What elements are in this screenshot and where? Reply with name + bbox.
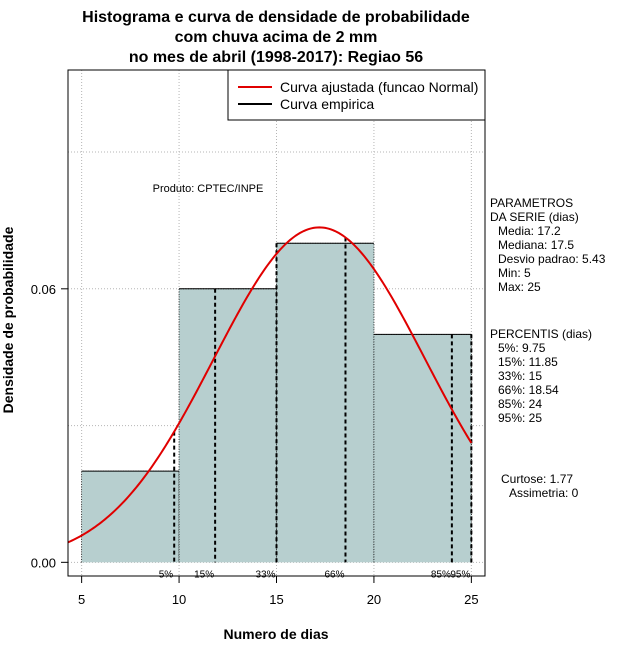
normal-curve [67,226,473,544]
percentile-label-3: 33% [255,569,275,580]
histogram-bars [81,242,472,563]
y-axis-title: Densidade de probabilidade [0,226,16,413]
axes: 5 10 15 20 25 0.00 0.06 [31,282,479,607]
parameter-stddev: Desvio padrao: 5.43 [498,252,606,266]
percentile-33: 33%: 15 [498,369,542,383]
percentile-lines: 5% 15% 33% 66% 85% 95% [159,237,473,580]
skewness: Assimetria: 0 [509,486,579,500]
x-tick-label-20: 20 [367,592,381,607]
chart-title-line-2: com chuva acima de 2 mm [175,29,378,46]
kurtosis: Curtose: 1.77 [501,472,573,486]
histogram-bar-1 [81,471,180,563]
histogram-bar-2 [179,288,277,563]
shape-panel: Curtose: 1.77 Assimetria: 0 [501,472,579,500]
product-annotation: Produto: CPTEC/INPE [153,183,264,195]
percentile-85: 85%: 24 [498,397,542,411]
parameters-panel: PARAMETROS DA SERIE (dias) Media: 17.2 M… [490,196,606,294]
percentile-label-6: 95% [450,569,470,580]
histogram-bar-4 [373,334,472,563]
chart-title-line-1: Histograma e curva de densidade de proba… [82,9,470,26]
legend-label-empirical: Curva empirica [280,96,374,112]
percentile-label-4: 66% [324,569,344,580]
x-axis-title: Numero de dias [223,626,328,642]
normal-curve-path [67,226,473,544]
percentile-label-5: 85% [431,569,451,580]
parameters-header-2: DA SERIE (dias) [490,210,579,224]
x-tick-label-10: 10 [172,592,186,607]
x-tick-label-15: 15 [269,592,283,607]
legend-box [227,69,486,121]
percentile-66: 66%: 18.54 [498,383,559,397]
legend-label-normal: Curva ajustada (funcao Normal) [280,79,478,95]
histogram-bar-outline-1 [81,470,180,563]
parameter-min: Min: 5 [498,266,531,280]
x-tick-label-5: 5 [78,592,85,607]
y-tick-label-0: 0.00 [31,555,56,570]
chart-title-line-3: no mes de abril (1998-2017): Regiao 56 [129,49,423,66]
parameter-median: Mediana: 17.5 [498,238,574,252]
percentile-label-2: 15% [194,569,214,580]
parameter-max: Max: 25 [498,280,541,294]
percentile-15: 15%: 11.85 [498,355,558,369]
parameter-mean: Media: 17.2 [498,224,561,238]
percentiles-panel: PERCENTIS (dias) 5%: 9.75 15%: 11.85 33%… [490,327,592,425]
y-tick-label-1: 0.06 [31,282,56,297]
histogram-bar-3 [276,243,374,563]
percentiles-header: PERCENTIS (dias) [490,327,592,341]
legend: Curva ajustada (funcao Normal) Curva emp… [227,69,486,121]
parameters-header-1: PARAMETROS [490,196,573,210]
percentile-label-1: 5% [159,569,174,580]
percentile-95: 95%: 25 [498,411,542,425]
x-tick-label-25: 25 [464,592,478,607]
percentile-5: 5%: 9.75 [498,341,546,355]
